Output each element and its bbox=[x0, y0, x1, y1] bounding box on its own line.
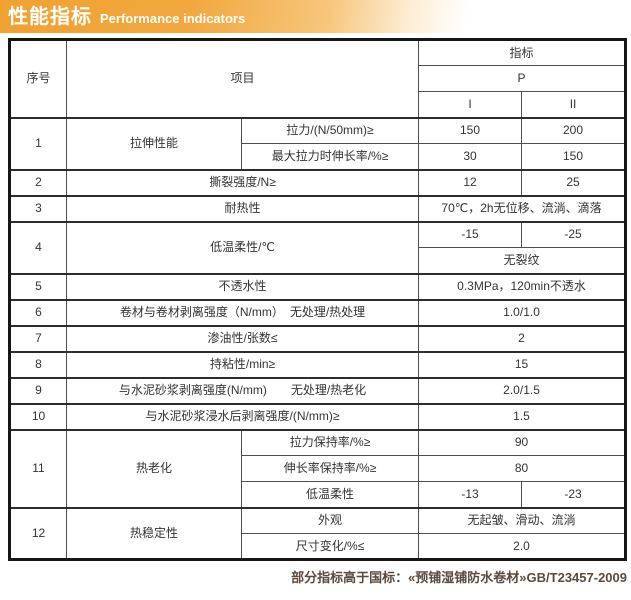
table-row: 7 渗油性/张数≤ 2 bbox=[9, 324, 627, 352]
value-cell: 0.3MPa，120min不透水 bbox=[418, 272, 627, 300]
table-row: 1 拉伸性能 拉力/(N/50mm)≥ 150 200 bbox=[9, 116, 627, 170]
col-header-indicator: 指标 bbox=[418, 39, 627, 66]
serial-cell: 9 bbox=[9, 376, 67, 404]
serial-cell: 2 bbox=[9, 168, 67, 196]
item-cell: 与水泥砂浆浸水后剥离强度/(N/mm)≥ bbox=[65, 402, 420, 430]
value-cell: 90 bbox=[418, 428, 627, 456]
serial-cell: 4 bbox=[9, 220, 67, 274]
table-row: 2 撕裂强度/N≥ 12 25 bbox=[9, 168, 627, 196]
value-cell: 25 bbox=[521, 168, 627, 196]
table-row: 5 不透水性 0.3MPa，120min不透水 bbox=[9, 272, 627, 300]
serial-cell: 11 bbox=[9, 428, 67, 508]
subitem-cell: 拉力/(N/50mm)≥ bbox=[240, 116, 420, 144]
serial-cell: 6 bbox=[9, 298, 67, 326]
serial-cell: 1 bbox=[9, 116, 67, 170]
col-header-serial: 序号 bbox=[9, 39, 67, 118]
col-header-grade-1: I bbox=[418, 91, 523, 118]
value-cell: 2.0/1.5 bbox=[418, 376, 627, 404]
table-row: 9 与水泥砂浆剥离强度(N/mm) 无处理/热老化 2.0/1.5 bbox=[9, 376, 627, 404]
table-row: 12 热稳定性 外观 无起皱、滑动、流淌 bbox=[9, 506, 627, 560]
subitem-cell: 拉力保持率/%≥ bbox=[240, 428, 420, 456]
value-cell: 无裂纹 bbox=[418, 247, 627, 274]
serial-cell: 3 bbox=[9, 194, 67, 222]
value-cell: 80 bbox=[418, 455, 627, 482]
col-header-item: 项目 bbox=[65, 39, 420, 118]
serial-cell: 10 bbox=[9, 402, 67, 430]
value-cell: 1.0/1.0 bbox=[418, 298, 627, 326]
table-body: 序号 项目 指标 P I II 1 拉伸性能 拉力/(N/50mm)≥ 150 200 最大拉力时伸长… bbox=[9, 39, 627, 560]
table-row: 3 耐热性 70℃，2h无位移、流淌、滴落 bbox=[9, 194, 627, 222]
table-row: 4 低温柔性/℃ -15 -25 bbox=[9, 220, 627, 274]
table-row: 无裂纹 bbox=[10, 247, 627, 274]
item-cell: 低温柔性/℃ bbox=[65, 220, 420, 274]
item-cell: 卷材与卷材剥离强度（N/mm） 无处理/热处理 bbox=[65, 298, 420, 326]
value-cell: 2 bbox=[418, 324, 627, 352]
value-cell: 12 bbox=[418, 168, 523, 196]
serial-cell: 8 bbox=[9, 350, 67, 378]
col-header-grade-2: II bbox=[521, 91, 627, 118]
item-cell: 热稳定性 bbox=[66, 506, 242, 560]
footer-note: 部分指标高于国标：«预铺湿铺防水卷材»GB/T23457-2009 bbox=[291, 570, 627, 585]
value-cell: 2.0 bbox=[418, 533, 627, 560]
serial-cell: 12 bbox=[9, 506, 67, 560]
value-cell: -13 bbox=[418, 481, 523, 508]
serial-cell: 5 bbox=[9, 272, 67, 300]
item-cell: 热老化 bbox=[66, 428, 242, 508]
value-cell: 150 bbox=[521, 143, 627, 170]
table-row: 最大拉力时伸长率/%≥ 30 150 bbox=[10, 143, 627, 170]
table-row: 序号 项目 指标 bbox=[9, 39, 627, 118]
table-row: 低温柔性 -13 -23 bbox=[10, 481, 627, 508]
subitem-cell: 尺寸变化/%≤ bbox=[240, 533, 420, 560]
subitem-cell: 伸长率保持率/%≥ bbox=[240, 455, 420, 482]
value-cell: 30 bbox=[418, 143, 523, 170]
subitem-cell: 低温柔性 bbox=[240, 481, 420, 508]
subitem-cell: 最大拉力时伸长率/%≥ bbox=[240, 143, 420, 170]
item-cell: 与水泥砂浆剥离强度(N/mm) 无处理/热老化 bbox=[65, 376, 420, 404]
table-row: 尺寸变化/%≤ 2.0 bbox=[10, 533, 627, 560]
indicators-table: 序号 项目 指标 P I II 1 拉伸性能 拉力/(N/50mm)≥ 150 200 最大拉力时伸长… bbox=[8, 38, 628, 561]
serial-cell: 7 bbox=[9, 324, 67, 352]
item-cell: 渗油性/张数≤ bbox=[65, 324, 420, 352]
value-cell: -23 bbox=[521, 481, 627, 508]
item-cell: 拉伸性能 bbox=[66, 116, 242, 170]
item-cell: 耐热性 bbox=[65, 194, 420, 222]
table-row: 6 卷材与卷材剥离强度（N/mm） 无处理/热处理 1.0/1.0 bbox=[9, 298, 627, 326]
item-cell: 不透水性 bbox=[65, 272, 420, 300]
value-cell: -25 bbox=[521, 220, 627, 248]
section-banner: 性能指标 Performance indicators bbox=[0, 0, 631, 33]
subitem-cell: 外观 bbox=[240, 506, 420, 534]
banner-title-en: Performance indicators bbox=[100, 10, 246, 26]
value-cell: 1.5 bbox=[418, 402, 627, 430]
value-cell: 无起皱、滑动、流淌 bbox=[418, 506, 627, 534]
item-cell: 持粘性/min≥ bbox=[65, 350, 420, 378]
table-row: 11 热老化 拉力保持率/%≥ 90 bbox=[9, 428, 627, 508]
item-cell: 撕裂强度/N≥ bbox=[65, 168, 420, 196]
value-cell: 70℃，2h无位移、流淌、滴落 bbox=[418, 194, 627, 222]
table-row: 10 与水泥砂浆浸水后剥离强度/(N/mm)≥ 1.5 bbox=[9, 402, 627, 430]
value-cell: 15 bbox=[418, 350, 627, 378]
table-row: 8 持粘性/min≥ 15 bbox=[9, 350, 627, 378]
value-cell: -15 bbox=[418, 220, 523, 248]
banner-title-zh: 性能指标 bbox=[8, 5, 92, 28]
value-cell: 150 bbox=[418, 116, 523, 144]
value-cell: 200 bbox=[521, 116, 627, 144]
col-header-type-p: P bbox=[418, 65, 627, 92]
